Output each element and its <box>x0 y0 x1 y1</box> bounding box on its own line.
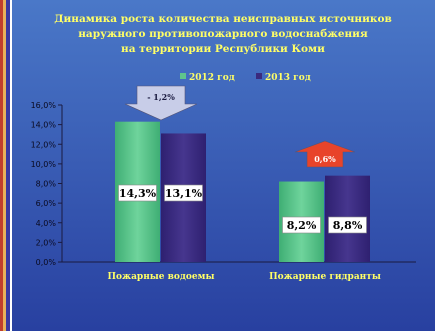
category-label: Пожарные гидранты <box>269 272 381 282</box>
y-tick-label: 8,0% <box>36 180 57 189</box>
chart-title-line: Динамика роста количества неисправных ис… <box>54 13 392 25</box>
data-label: 13,1% <box>165 187 203 200</box>
chart-title-line: на территории Республики Коми <box>121 43 325 55</box>
bars: 14,3% 8,2% 13,1% 8,8% <box>115 121 370 263</box>
data-label-box <box>282 216 321 234</box>
chart: Динамика роста количества неисправных ис… <box>12 0 435 331</box>
legend-label: 2012 год <box>189 73 235 83</box>
stripe-mid <box>3 0 6 331</box>
y-tick-label: 4,0% <box>36 219 57 228</box>
y-tick-label: 0,0% <box>36 258 57 267</box>
data-label-box <box>164 184 203 202</box>
chart-title: Динамика роста количества неисправных ис… <box>54 13 392 55</box>
legend-swatch <box>180 73 186 79</box>
data-label-box <box>118 184 157 202</box>
y-tick-label: 2,0% <box>36 238 57 247</box>
increase-arrow <box>294 140 356 168</box>
y-tick-label: 6,0% <box>36 199 57 208</box>
chart-title-line: наружного противопожарного водоснабжения <box>78 28 368 40</box>
stripe-dark <box>0 0 3 331</box>
annotations: - 1,2% 0,6% <box>124 85 356 168</box>
legend-label: 2013 год <box>265 73 311 83</box>
y-tick-label: 14,0% <box>31 121 57 130</box>
data-label: 8,2% <box>287 219 317 232</box>
data-label: 8,8% <box>333 219 363 232</box>
legend-swatch <box>256 73 262 79</box>
y-tick-label: 10,0% <box>31 160 57 169</box>
stripe-accent <box>6 0 10 331</box>
category-label: Пожарные водоемы <box>107 272 214 282</box>
decorative-side-stripes <box>0 0 10 331</box>
annotation-label: 0,6% <box>314 154 336 164</box>
y-tick-label: 12,0% <box>31 140 57 149</box>
data-label: 14,3% <box>119 187 157 200</box>
annotation-label: - 1,2% <box>147 92 175 102</box>
data-label-box <box>328 216 367 234</box>
decrease-arrow <box>124 85 198 121</box>
x-axis-categories: Пожарные водоемы Пожарные гидранты <box>107 272 380 282</box>
chart-background <box>12 0 435 331</box>
legend: 2012 год 2013 год <box>180 73 311 83</box>
y-tick-label: 16,0% <box>31 101 57 110</box>
